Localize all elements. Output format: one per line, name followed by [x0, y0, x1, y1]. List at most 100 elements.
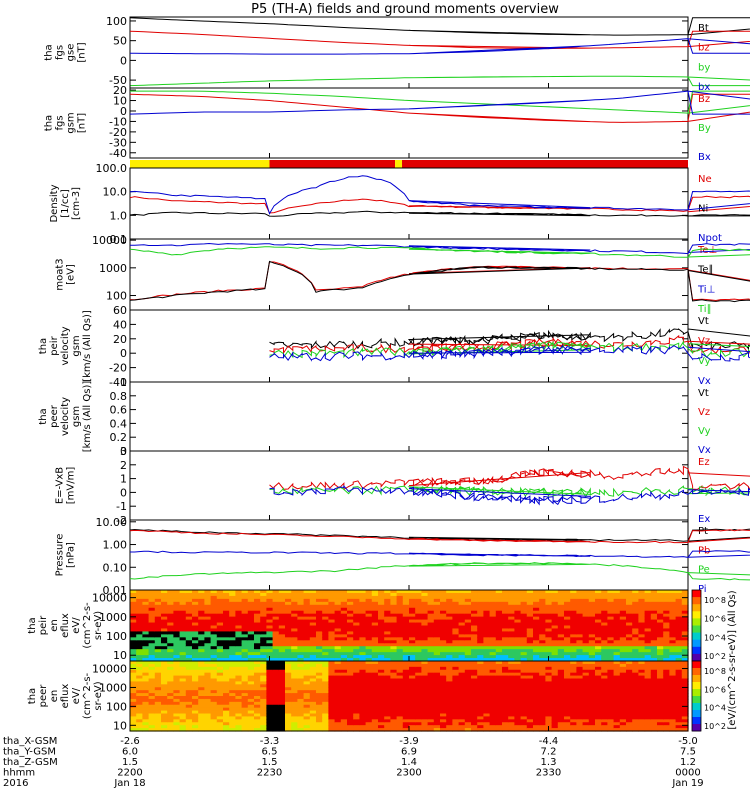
spectrogram-cell	[489, 604, 497, 609]
spectrogram-cell	[223, 701, 230, 706]
legend-Vz: Vz	[698, 407, 710, 418]
y-axis-label: gsm	[66, 112, 77, 133]
spectrogram-cell	[545, 710, 553, 715]
spectrogram-cell	[588, 595, 596, 600]
spectrogram-cell	[229, 643, 236, 647]
spectrogram-cell	[421, 628, 429, 633]
spectrogram-cell	[557, 646, 565, 650]
spectrogram-cell	[328, 719, 336, 723]
spectrogram-cell	[241, 704, 249, 709]
spectrogram-cell	[613, 690, 621, 694]
spectrogram-cell	[607, 646, 615, 650]
spectrogram-cell	[402, 687, 410, 691]
spectrogram-cell	[452, 698, 460, 703]
spectrogram-cell	[247, 598, 255, 603]
spectrogram-cell	[440, 655, 447, 659]
spectrogram-cell	[526, 637, 534, 641]
spectrogram-cell	[185, 643, 193, 647]
spectrogram-cell	[241, 640, 249, 644]
spectrogram-cell	[464, 625, 472, 630]
spectrogram-cell	[216, 643, 224, 647]
spectrogram-cell	[161, 595, 168, 600]
spectrogram-cell	[471, 646, 478, 650]
spectrogram-cell	[681, 658, 689, 662]
spectrogram-cell	[353, 631, 360, 635]
spectrogram-cell	[142, 678, 150, 683]
spectrogram-cell	[285, 649, 292, 653]
spectrogram-cell	[681, 687, 689, 691]
spectrogram-cell	[539, 604, 546, 609]
spectrogram-cell	[235, 634, 243, 638]
spectrogram-cell	[192, 631, 199, 635]
spectrogram-cell	[130, 643, 137, 647]
spectrogram-cell	[421, 678, 429, 683]
spectrogram-cell	[520, 607, 528, 612]
spectrogram-cell	[681, 625, 689, 630]
spectrogram-cell	[136, 716, 143, 720]
spectrogram-cell	[142, 696, 150, 700]
spectrogram-cell	[551, 655, 559, 659]
spectrogram-cell	[613, 687, 621, 691]
spectrogram-cell	[638, 590, 646, 594]
spectrogram-cell	[619, 663, 627, 668]
spectrogram-cell	[514, 669, 522, 674]
spectrogram-cell	[452, 649, 460, 653]
spectrogram-cell	[303, 622, 311, 627]
spectrogram-cell	[607, 619, 615, 624]
spectrogram-cell	[365, 704, 373, 709]
spectrogram-cell	[347, 646, 354, 650]
spectrogram-cell	[396, 675, 404, 680]
spectrogram-cell	[545, 698, 553, 703]
spectrogram-cell	[508, 601, 515, 606]
spectrogram-cell	[576, 684, 584, 688]
spectrogram-cell	[570, 628, 577, 633]
spectrogram-cell	[495, 640, 503, 644]
spectrogram-cell	[247, 725, 255, 729]
spectrogram-cell	[291, 628, 298, 633]
spectrogram-cell	[167, 598, 174, 603]
spectrogram-cell	[675, 687, 683, 691]
spectrogram-cell	[216, 592, 224, 597]
spectrogram-cell	[334, 652, 342, 656]
spectrogram-cell	[210, 704, 218, 709]
spectrogram-cell	[495, 613, 503, 618]
spectrogram-cell	[334, 661, 342, 665]
spectrogram-cell	[334, 675, 342, 680]
spectrogram-cell	[619, 678, 627, 683]
spectrogram-cell	[502, 663, 509, 668]
spectrogram-cell	[179, 637, 187, 641]
spectrogram-cell	[477, 640, 484, 644]
spectrogram-cell	[595, 666, 602, 671]
spectrogram-cell	[421, 666, 429, 671]
spectrogram-cell	[433, 710, 441, 715]
spectrogram-cell	[266, 716, 274, 720]
spectrogram-cell	[626, 613, 633, 618]
spectrogram-cell	[551, 719, 559, 723]
spectrogram-cell	[359, 681, 367, 685]
spectrogram-cell	[526, 634, 534, 638]
spectrogram-cell	[669, 649, 677, 653]
spectrogram-cell	[495, 728, 503, 732]
spectrogram-cell	[619, 598, 627, 603]
spectrogram-cell	[353, 643, 360, 647]
spectrogram-cell	[316, 590, 323, 594]
spectrogram-cell	[254, 590, 261, 594]
spectrogram-cell	[613, 710, 621, 715]
spectrogram-cell	[229, 655, 236, 659]
spectrogram-cell	[322, 722, 329, 726]
spectrogram-cell	[173, 675, 181, 680]
spectrogram-cell	[601, 663, 608, 668]
spectrogram-cell	[564, 607, 571, 612]
spectrogram-cell	[198, 604, 205, 609]
spectrogram-cell	[495, 669, 503, 674]
spectrogram-cell	[570, 690, 577, 694]
spectrogram-cell	[477, 622, 484, 627]
spectrogram-cell	[235, 601, 243, 606]
spectrogram-cell	[347, 716, 354, 720]
spectrogram-cell	[254, 640, 261, 644]
spectrogram-cell	[210, 722, 218, 726]
spectrogram-cell	[353, 681, 360, 685]
spectrogram-cell	[167, 613, 174, 618]
spectrogram-cell	[347, 704, 354, 709]
